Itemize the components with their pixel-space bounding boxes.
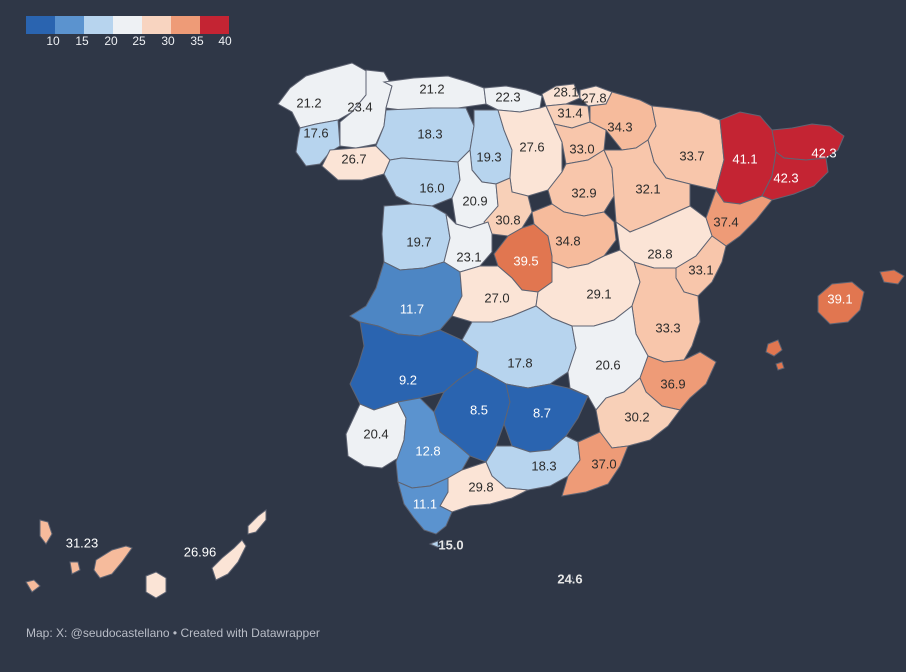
province-baleares [765, 269, 905, 371]
province-label-cadiz: 11.1 [413, 496, 437, 511]
province-avila [443, 212, 493, 273]
province-label-bizkaia: 28.1 [553, 84, 578, 99]
province-labels: 21.2 23.4 21.2 22.3 28.1 27.831.4 17.6 26.7 18.3… [66, 81, 853, 588]
province-label-cuenca: 29.1 [586, 286, 611, 301]
legend-tick: 10 [46, 34, 60, 48]
province-label-lleida: 41.1 [732, 151, 757, 166]
province-label-sevilla: 12.8 [415, 443, 440, 458]
province-cadiz [397, 477, 453, 535]
legend-swatch [55, 16, 84, 34]
province-label-valencia: 33.3 [655, 320, 680, 335]
legend-tick: 35 [190, 34, 204, 48]
province-label-burgos: 27.6 [519, 139, 544, 154]
map-credit: Map: X: @seudocastellano • Created with … [26, 626, 320, 640]
province-sc-tenerife [25, 519, 133, 593]
province-label-ciudad-real: 17.8 [507, 355, 532, 370]
legend-tick: 30 [161, 34, 175, 48]
province-label-teruel: 28.8 [647, 246, 672, 261]
province-label-malaga: 29.8 [468, 479, 493, 494]
province-label-las-palmas: 26.96 [184, 544, 217, 559]
province-label-toledo: 27.0 [484, 290, 509, 305]
province-label-granada: 18.3 [531, 458, 556, 473]
province-label-albacete: 20.6 [595, 357, 620, 372]
province-huesca [647, 105, 725, 191]
province-pontevedra [295, 119, 341, 167]
province-label-tarragona: 37.4 [713, 214, 738, 229]
province-label-pontevedra: 17.6 [303, 125, 328, 140]
province-melilla [565, 575, 575, 585]
province-ciudad-real [461, 305, 577, 389]
province-label-araba: 31.4 [557, 105, 582, 120]
province-label-avila: 23.1 [456, 249, 481, 264]
province-label-baleares: 39.1 [827, 291, 852, 306]
legend-swatch [84, 16, 113, 34]
province-label-jaen: 8.7 [533, 405, 551, 420]
province-label-lugo: 23.4 [347, 99, 372, 114]
province-label-zaragoza: 32.1 [635, 181, 660, 196]
province-label-la-rioja: 33.0 [569, 141, 594, 156]
province-label-alicante: 36.9 [660, 376, 685, 391]
province-label-barcelona: 42.3 [773, 170, 798, 185]
province-las-palmas [145, 509, 267, 599]
province-label-ourense: 26.7 [341, 151, 366, 166]
province-label-girona: 42.3 [811, 145, 836, 160]
legend-tick: 15 [75, 34, 89, 48]
province-label-cordoba: 8.5 [470, 402, 488, 417]
province-asturias [382, 75, 487, 111]
province-shapes [25, 62, 905, 599]
province-label-soria: 32.9 [571, 185, 596, 200]
province-label-ceuta: 15.0 [438, 537, 463, 552]
province-label-castellon: 33.1 [688, 262, 713, 277]
legend-swatch [200, 16, 229, 34]
province-label-valladolid: 20.9 [462, 193, 487, 208]
province-label-navarra: 34.3 [607, 119, 632, 134]
province-label-zamora: 16.0 [419, 180, 444, 195]
province-label-huelva: 20.4 [363, 426, 388, 441]
province-label-gipuzkoa: 27.8 [581, 90, 606, 105]
province-label-leon: 18.3 [417, 126, 442, 141]
province-label-guadalajara: 34.8 [555, 233, 580, 248]
province-label-madrid: 39.5 [513, 253, 538, 268]
province-label-sc-tenerife: 31.23 [66, 535, 99, 550]
province-barcelona [761, 151, 829, 201]
province-ceuta [428, 539, 451, 551]
province-label-a-coruna: 21.2 [296, 95, 321, 110]
province-label-almeria: 37.0 [591, 456, 616, 471]
legend-tick: 25 [132, 34, 146, 48]
province-label-huesca: 33.7 [679, 148, 704, 163]
province-label-segovia: 30.8 [495, 212, 520, 227]
legend-swatch [113, 16, 142, 34]
province-label-asturias: 21.2 [419, 81, 444, 96]
province-label-murcia: 30.2 [624, 409, 649, 424]
province-label-caceres: 11.7 [400, 301, 424, 316]
province-label-palencia: 19.3 [476, 149, 501, 164]
province-almeria [561, 431, 629, 497]
province-label-badajoz: 9.2 [399, 372, 417, 387]
legend-tick: 40 [218, 34, 232, 48]
province-label-salamanca: 19.7 [406, 234, 431, 249]
legend-swatch [171, 16, 200, 34]
legend-tick: 20 [104, 34, 118, 48]
province-soria [547, 149, 615, 217]
province-label-cantabria: 22.3 [495, 89, 520, 104]
province-label-melilla: 24.6 [557, 571, 582, 586]
legend-swatch [26, 16, 55, 34]
legend-swatch [142, 16, 171, 34]
